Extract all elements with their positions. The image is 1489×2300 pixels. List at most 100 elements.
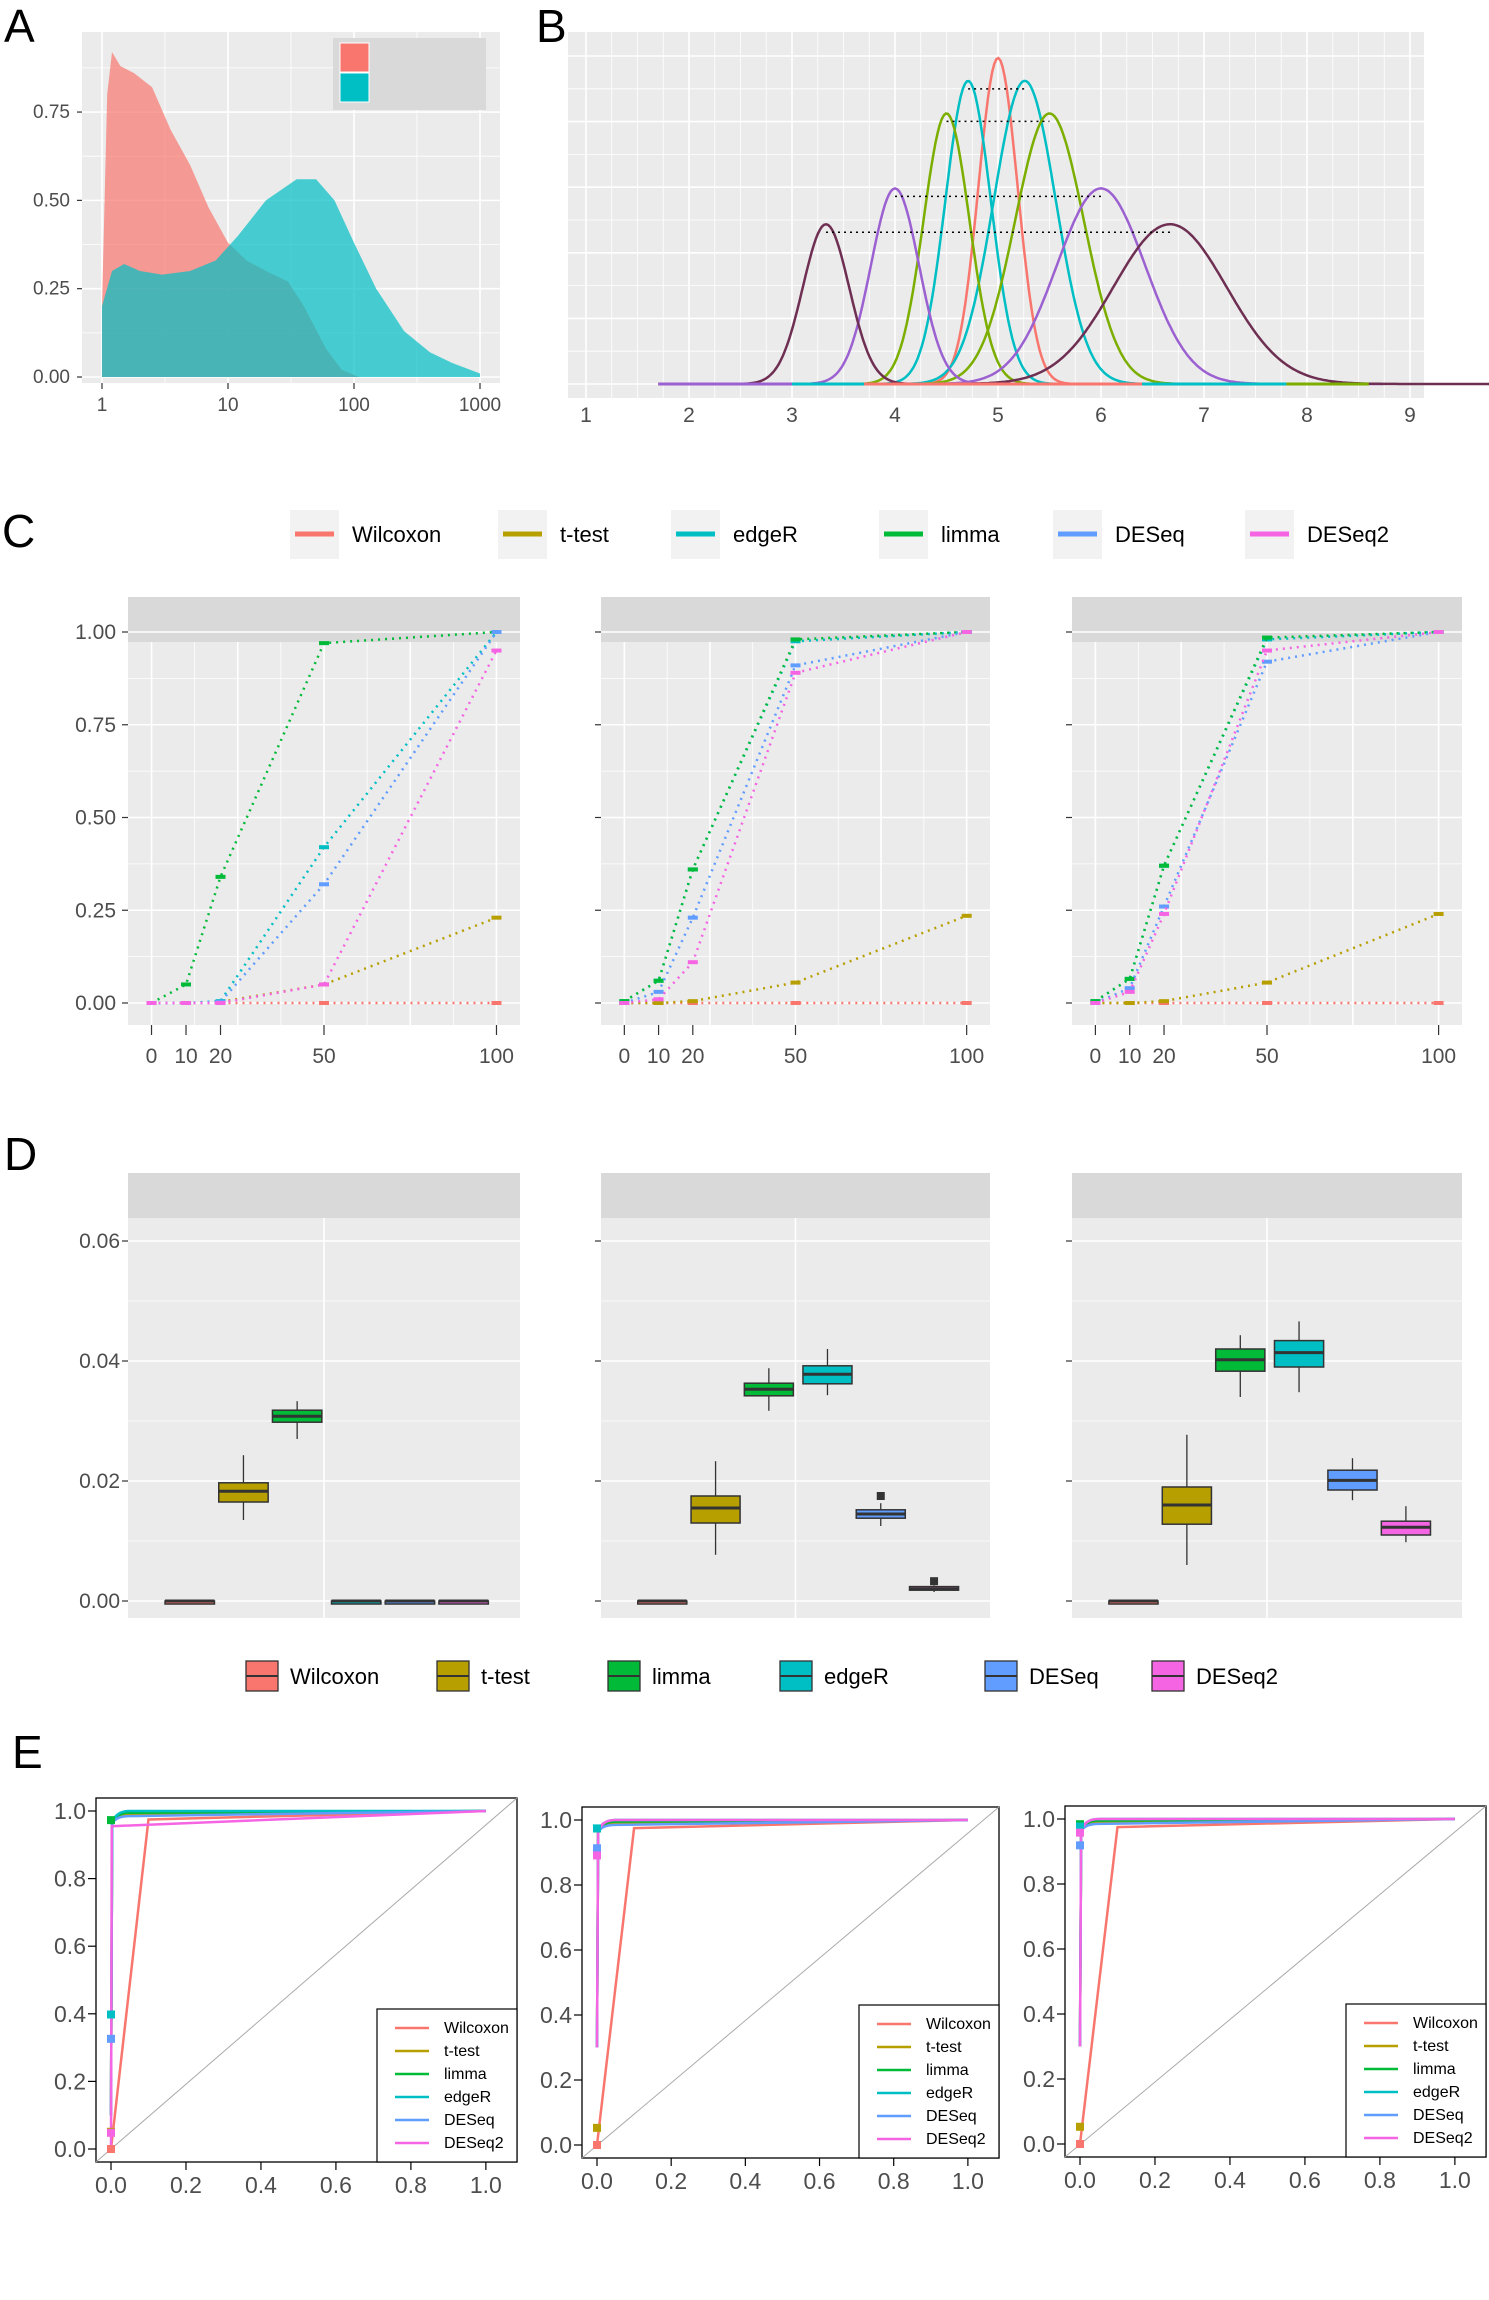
diagonal-reference	[95, 1797, 518, 2163]
recall-point-limma	[1159, 863, 1170, 868]
cutoff-point-deseq2	[107, 2128, 115, 2137]
y-tick-label: 0.4	[54, 2001, 86, 2027]
recall-point-t-test	[1159, 999, 1170, 1004]
x-tick-label: 50	[1255, 1045, 1278, 1068]
cutoff-point-deseq	[593, 1844, 601, 1853]
recall-point-wilcoxon	[961, 1001, 972, 1005]
legend-label: DESeq	[1413, 2107, 1464, 2124]
y-tick-label: 0.4	[1023, 2001, 1055, 2027]
y-tick-label: 0.6	[54, 1933, 86, 1959]
legend-item-edger: edgeR	[671, 510, 798, 559]
recall-point-deseq	[653, 989, 664, 994]
x-tick-label: 0	[618, 1045, 630, 1068]
box-t-test	[218, 1455, 269, 1520]
box-wilcoxon	[164, 1599, 216, 1605]
recall-line-deseq	[1094, 630, 1439, 1005]
recall-point-limma	[215, 874, 226, 879]
legend-label: DESeq2	[1196, 1664, 1278, 1689]
x-tick-label: 0.2	[655, 2168, 687, 2194]
recall-point-t-test	[790, 980, 801, 985]
y-tick-label: 0.75	[33, 102, 70, 123]
facet-strip	[1072, 597, 1462, 642]
x-tick-label: 20	[681, 1045, 704, 1068]
recall-point-edger	[319, 845, 329, 850]
recall-point-wilcoxon	[1262, 1001, 1272, 1005]
cutoff-point-edger	[1076, 1822, 1084, 1831]
legend-label: DESeq2	[444, 2135, 504, 2152]
cutoff-point-edger	[593, 1824, 601, 1833]
x-tick-label: 1.0	[1439, 2167, 1471, 2193]
y-tick-label: 0.6	[1023, 1936, 1055, 1962]
recall-point-deseq2	[619, 1001, 630, 1005]
legend-label: DESeq2	[926, 2131, 986, 2148]
panel-label-c: C	[2, 505, 35, 557]
y-tick-label: 0.0	[1023, 2131, 1055, 2157]
legend-item-deseq2: DESeq2	[1245, 510, 1389, 559]
legend-item-wilcoxon: Wilcoxon	[290, 510, 441, 559]
recall-point-deseq2	[215, 1001, 226, 1005]
legend-label: limma	[941, 522, 1000, 547]
x-tick-label: 0	[146, 1045, 158, 1068]
x-tick-label: 10	[174, 1045, 197, 1068]
facet-strip	[1072, 1173, 1462, 1218]
recall-point-deseq	[687, 915, 698, 920]
recall-point-deseq2	[146, 1001, 157, 1005]
density-area-rna-seq	[102, 179, 480, 377]
y-tick-label: 0.2	[540, 2067, 572, 2093]
cutoff-point-t-test	[593, 2123, 601, 2132]
legend-label: t-test	[926, 2039, 962, 2056]
roc-curve-deseq2	[595, 1818, 968, 2048]
recall-point-deseq2	[181, 1001, 192, 1005]
cutoff-point-t-test	[1076, 2122, 1084, 2131]
x-tick-label: 50	[784, 1045, 807, 1068]
panel-label-d: D	[4, 1128, 37, 1180]
y-tick-label: 1.00	[75, 621, 116, 644]
recall-line-deseq2	[151, 649, 498, 1005]
y-tick-label: 0.0	[540, 2132, 572, 2158]
panel-label-e: E	[12, 1726, 43, 1778]
legend-item-limma: limma	[879, 510, 1000, 559]
y-tick-label: 1.0	[1023, 1806, 1055, 1832]
legend-item-t-test: t-test	[498, 510, 609, 559]
legend-label: Wilcoxon	[290, 1664, 379, 1689]
legend-label: Wilcoxon	[352, 522, 441, 547]
roc-legend-box	[1345, 2003, 1487, 2158]
x-tick-label: 0.6	[804, 2168, 836, 2194]
legend-item-deseq2: DESeq2	[1151, 1660, 1278, 1692]
y-tick-label: 0.2	[1023, 2066, 1055, 2092]
y-tick-label: 0.04	[79, 1350, 120, 1373]
recall-point-t-test	[653, 1001, 664, 1005]
x-tick-label: 10	[217, 395, 238, 416]
cutoff-point-wilcoxon	[593, 2141, 601, 2149]
legend-swatch-atac-seq	[339, 42, 370, 73]
legend-label: edgeR	[1413, 2084, 1460, 2101]
recall-point-limma	[181, 982, 192, 987]
box-deseq	[384, 1599, 436, 1605]
recall-point-deseq2	[1159, 911, 1170, 916]
x-tick-label: 8	[1301, 404, 1313, 427]
legend-label: t-test	[560, 522, 609, 547]
recall-point-deseq	[1159, 904, 1170, 909]
recall-point-limma	[319, 641, 329, 646]
y-tick-label: 0.50	[33, 190, 70, 211]
legend-label: limma	[926, 2062, 969, 2079]
legend-label: t-test	[1413, 2038, 1449, 2055]
recall-point-limma	[687, 867, 698, 872]
recall-line-deseq	[623, 630, 967, 1005]
recall-point-deseq	[1262, 659, 1272, 664]
box-edger	[330, 1599, 382, 1605]
legend-label: limma	[652, 1664, 711, 1689]
x-tick-label: 50	[312, 1045, 335, 1068]
legend-label: Wilcoxon	[1413, 2015, 1478, 2032]
legend-label: DESeq	[1115, 522, 1185, 547]
recall-point-deseq2	[653, 997, 664, 1002]
x-tick-label: 1.0	[952, 2168, 984, 2194]
y-tick-label: 1.0	[54, 1798, 86, 1824]
y-tick-label: 0.4	[540, 2002, 572, 2028]
cutoff-point-wilcoxon	[1076, 2140, 1084, 2148]
x-tick-label: 1000	[459, 395, 501, 416]
recall-point-t-test	[687, 999, 698, 1004]
facet-strip	[128, 597, 520, 642]
x-tick-label: 0.8	[395, 2172, 427, 2198]
